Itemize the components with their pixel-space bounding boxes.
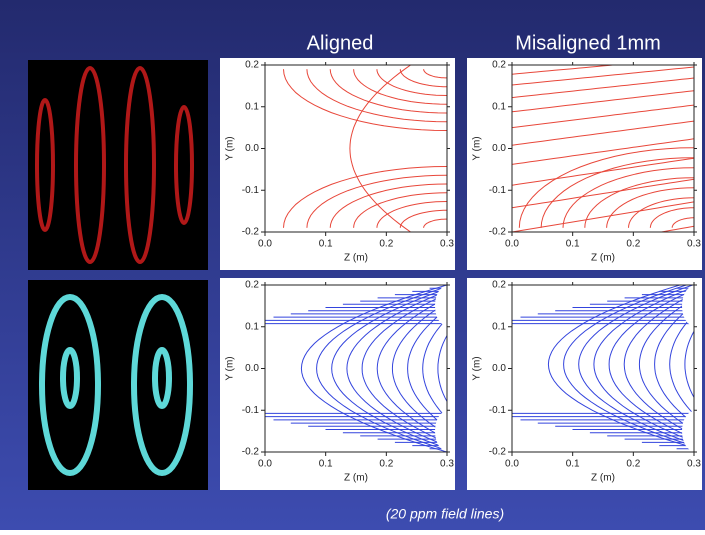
y-tick-label: 0.2 bbox=[492, 60, 506, 71]
y-tick-label: 0.0 bbox=[492, 143, 506, 154]
x-tick-label: 0.0 bbox=[505, 459, 519, 470]
column-title: Aligned bbox=[307, 32, 374, 54]
y-axis-label: Y (m) bbox=[472, 356, 483, 380]
contour-plot: 0.0 0.1 0.2 0.3 -0.2 -0.1 0.0 0.1 0.2 Z (m) Y (m) bbox=[220, 58, 455, 270]
y-tick-label: -0.1 bbox=[489, 405, 507, 416]
contour-plot: 0.0 0.1 0.2 0.3 -0.2 -0.1 0.0 0.1 0.2 Z (m) Y (m) bbox=[220, 278, 496, 490]
plot-panel bbox=[467, 278, 702, 490]
y-tick-label: 0.1 bbox=[492, 321, 506, 332]
y-tick-label: -0.2 bbox=[242, 447, 260, 458]
plot-panel bbox=[220, 58, 455, 270]
column-title: Misaligned 1mm bbox=[515, 32, 661, 54]
y-tick-label: -0.2 bbox=[489, 447, 507, 458]
x-axis-label: Z (m) bbox=[591, 253, 615, 264]
x-tick-label: 0.3 bbox=[440, 459, 454, 470]
y-tick-label: 0.1 bbox=[492, 101, 506, 112]
y-tick-label: -0.2 bbox=[242, 227, 260, 238]
x-tick-label: 0.1 bbox=[319, 459, 333, 470]
note: (20 ppm field lines) bbox=[386, 506, 504, 522]
y-tick-label: 0.1 bbox=[245, 321, 259, 332]
contour-plot: 0.0 0.1 0.2 0.3 -0.2 -0.1 0.0 0.1 0.2 Z (m) Y (m) bbox=[467, 278, 705, 490]
y-tick-label: -0.1 bbox=[489, 185, 507, 196]
x-tick-label: 0.1 bbox=[566, 239, 580, 250]
x-tick-label: 0.0 bbox=[258, 239, 272, 250]
x-tick-label: 0.1 bbox=[319, 239, 333, 250]
x-tick-label: 0.1 bbox=[566, 459, 580, 470]
x-tick-label: 0.3 bbox=[440, 239, 454, 250]
y-axis-label: Y (m) bbox=[472, 136, 483, 160]
y-axis-label: Y (m) bbox=[225, 356, 236, 380]
x-tick-label: 0.2 bbox=[379, 459, 393, 470]
coil-image-cyan bbox=[28, 280, 208, 490]
slide: Aligned Misaligned 1mm (20 ppm field lin… bbox=[0, 0, 705, 530]
y-axis-label: Y (m) bbox=[225, 136, 236, 160]
x-tick-label: 0.3 bbox=[687, 459, 701, 470]
x-axis-label: Z (m) bbox=[591, 473, 615, 484]
y-tick-label: 0.0 bbox=[245, 143, 259, 154]
y-tick-label: -0.1 bbox=[242, 185, 260, 196]
x-tick-label: 0.2 bbox=[379, 239, 393, 250]
y-tick-label: 0.2 bbox=[245, 60, 259, 71]
x-axis-label: Z (m) bbox=[344, 473, 368, 484]
x-tick-label: 0.3 bbox=[687, 239, 701, 250]
coil-image-red bbox=[28, 60, 208, 270]
plot-panel bbox=[220, 278, 455, 490]
y-tick-label: 0.1 bbox=[245, 101, 259, 112]
x-tick-label: 0.0 bbox=[505, 239, 519, 250]
y-tick-label: 0.0 bbox=[245, 363, 259, 374]
x-tick-label: 0.2 bbox=[626, 459, 640, 470]
y-tick-label: 0.2 bbox=[492, 280, 506, 291]
x-axis-label: Z (m) bbox=[344, 253, 368, 264]
x-tick-label: 0.2 bbox=[626, 239, 640, 250]
y-tick-label: -0.2 bbox=[489, 227, 507, 238]
y-tick-label: -0.1 bbox=[242, 405, 260, 416]
x-tick-label: 0.0 bbox=[258, 459, 272, 470]
y-tick-label: 0.2 bbox=[245, 280, 259, 291]
y-tick-label: 0.0 bbox=[492, 363, 506, 374]
